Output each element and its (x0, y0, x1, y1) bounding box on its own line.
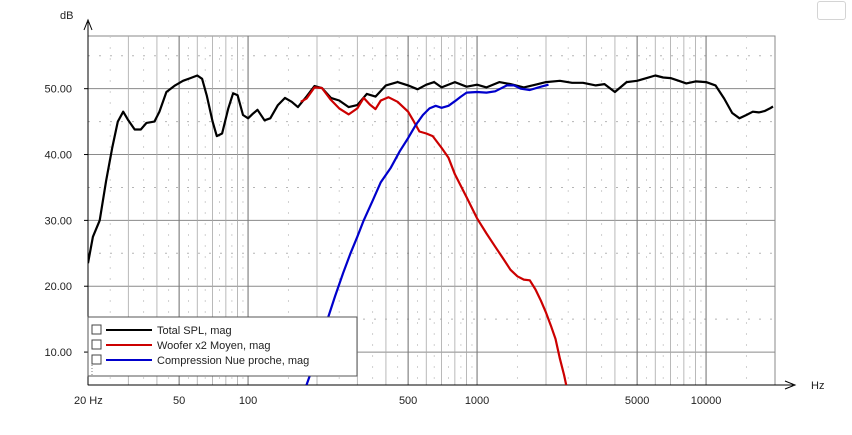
corner-button[interactable] (817, 1, 846, 20)
x-tick-label: 100 (239, 395, 257, 407)
legend-checkbox (91, 324, 102, 335)
y-tick-label: 20.00 (44, 281, 72, 293)
legend-checkbox (91, 339, 102, 350)
x-tick-label: 20 Hz (74, 395, 103, 407)
y-tick-label: 10.00 (44, 347, 72, 359)
y-tick-label: 30.00 (44, 215, 72, 227)
y-tick-label: 40.00 (44, 150, 72, 162)
x-tick-label: 5000 (625, 395, 649, 407)
series-line (305, 83, 549, 385)
series-line (300, 86, 568, 385)
legend-label: Total SPL, mag (157, 325, 232, 337)
x-axis-label: Hz (811, 380, 824, 392)
y-axis-arrow-icon (83, 18, 93, 31)
legend-label: Woofer x2 Moyen, mag (157, 340, 271, 352)
x-tick-label: 500 (399, 395, 417, 407)
y-axis-label: dB (60, 10, 73, 22)
x-axis-arrow-icon (784, 380, 797, 390)
x-tick-label: 10000 (691, 395, 722, 407)
x-tick-label: 1000 (465, 395, 489, 407)
y-tick-label: 50.00 (44, 84, 72, 96)
legend: Total SPL, mag Woofer x2 Moyen, mag Compre… (87, 316, 358, 377)
legend-label: Compression Nue proche, mag (157, 355, 309, 367)
series-group (88, 74, 774, 385)
x-tick-label: 50 (173, 395, 185, 407)
legend-checkbox (91, 354, 102, 365)
series-line (88, 74, 774, 264)
legend-box (87, 316, 358, 377)
